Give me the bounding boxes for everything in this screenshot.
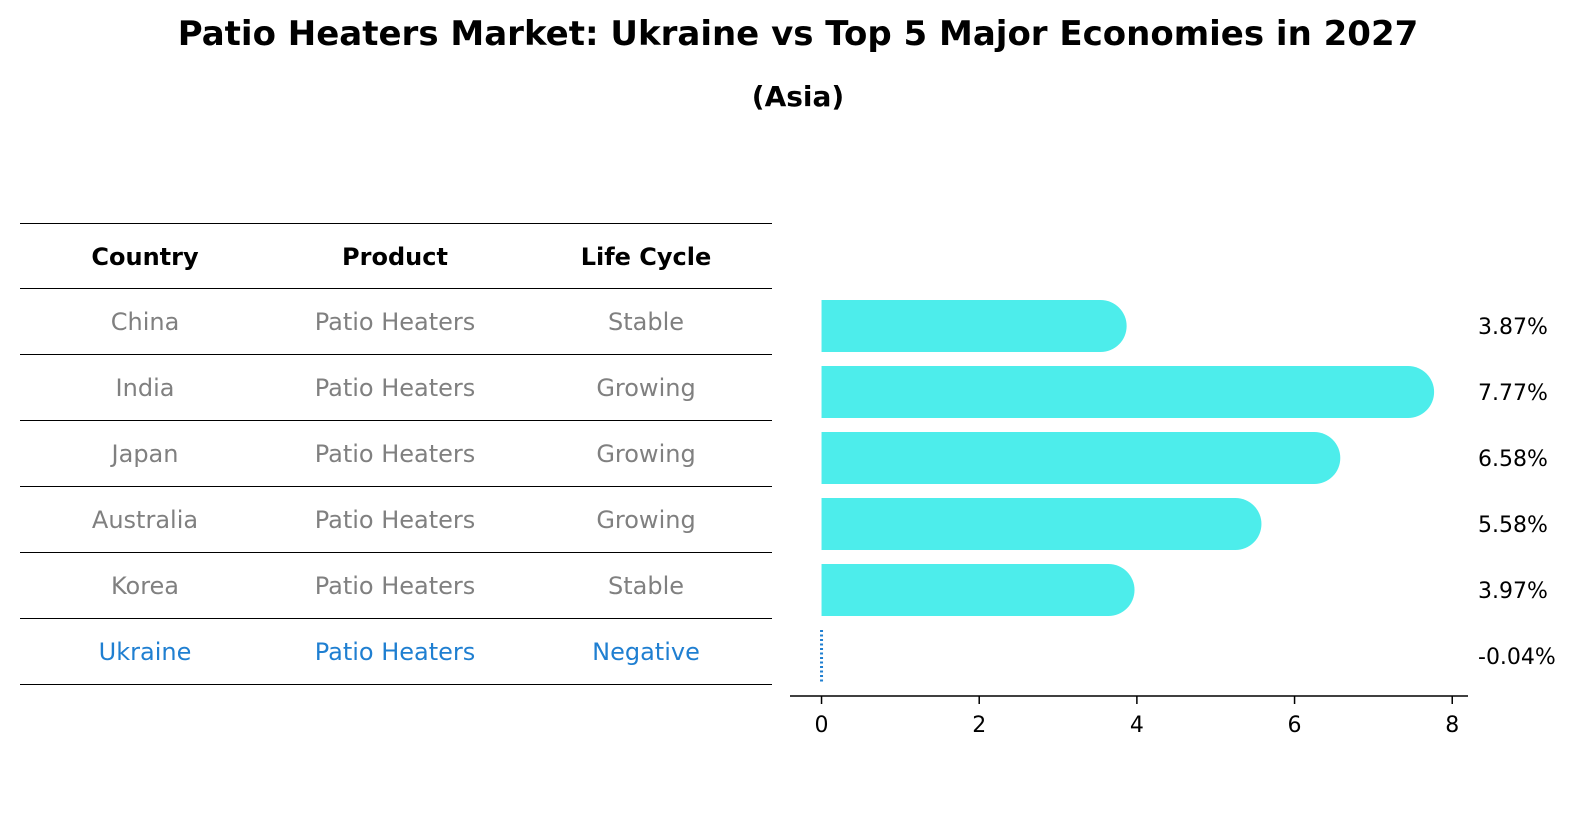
cell-country: Japan [111, 440, 179, 468]
table-row-highlight: Ukraine Patio Heaters Negative [20, 619, 772, 685]
header-product: Product [342, 243, 448, 271]
table-row: Japan Patio Heaters Growing [20, 421, 772, 487]
table-row: Korea Patio Heaters Stable [20, 553, 772, 619]
cell-country: India [115, 374, 175, 402]
table-row: India Patio Heaters Growing [20, 355, 772, 421]
cell-country: China [110, 308, 180, 336]
table-row: China Patio Heaters Stable [20, 289, 772, 355]
chart-title: Patio Heaters Market: Ukraine vs Top 5 M… [177, 14, 1419, 54]
x-tick-label: 2 [972, 713, 986, 738]
bar-china [821, 300, 1127, 352]
x-tick-label: 8 [1445, 713, 1459, 738]
value-label-ukraine: -0.04% [1478, 645, 1556, 670]
cell-life-cycle: Negative [592, 638, 700, 666]
cell-product: Patio Heaters [314, 308, 476, 336]
cell-life-cycle: Growing [596, 506, 696, 534]
cell-country: Ukraine [98, 638, 192, 666]
value-label-korea: 3.97% [1478, 579, 1548, 604]
x-tick-label: 0 [815, 713, 829, 738]
cell-life-cycle: Growing [596, 374, 696, 402]
cell-product: Patio Heaters [314, 506, 476, 534]
value-label-india: 7.77% [1478, 381, 1548, 406]
cell-product: Patio Heaters [314, 440, 476, 468]
x-tick-label: 4 [1130, 713, 1144, 738]
header-life-cycle: Life Cycle [580, 243, 712, 271]
value-label-japan: 6.58% [1478, 447, 1548, 472]
cell-product: Patio Heaters [314, 638, 476, 666]
cell-country: Korea [110, 572, 180, 600]
cell-product: Patio Heaters [314, 572, 476, 600]
bar-korea [821, 564, 1135, 616]
bar-australia [821, 498, 1262, 550]
data-table: Country Product Life Cycle China Patio H… [20, 223, 772, 685]
table-header-row: Country Product Life Cycle [20, 223, 772, 289]
cell-life-cycle: Growing [596, 440, 696, 468]
cell-life-cycle: Stable [607, 308, 685, 336]
bar-japan [821, 432, 1341, 484]
cell-life-cycle: Stable [607, 572, 685, 600]
bar-india [821, 366, 1435, 418]
cell-country: Australia [91, 506, 199, 534]
value-label-china: 3.87% [1478, 315, 1548, 340]
chart-subtitle: (Asia) [751, 80, 845, 113]
header-country: Country [91, 243, 199, 271]
table-row: Australia Patio Heaters Growing [20, 487, 772, 553]
cell-product: Patio Heaters [314, 374, 476, 402]
value-label-australia: 5.58% [1478, 513, 1548, 538]
x-tick-label: 6 [1288, 713, 1302, 738]
